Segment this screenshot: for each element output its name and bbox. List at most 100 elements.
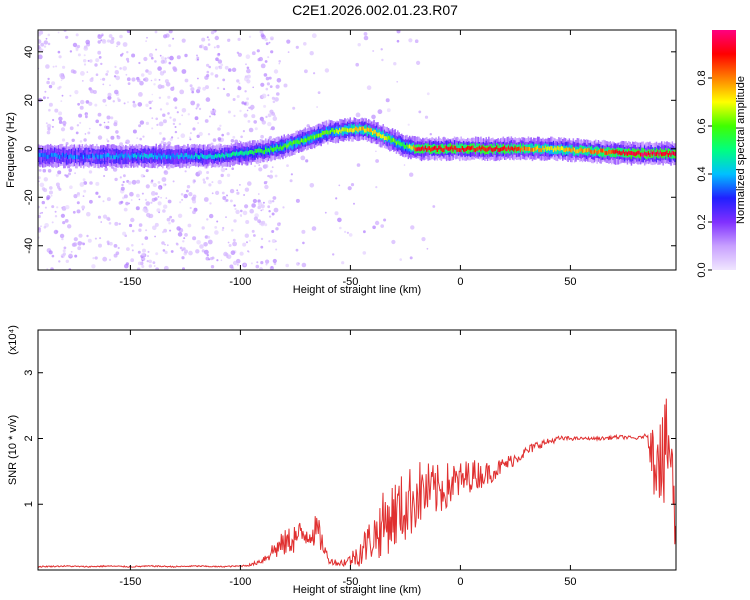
spectrogram-ridge-cell xyxy=(428,146,431,150)
spectrogram-noise-cell xyxy=(268,41,271,44)
spectrogram-ridge-cell xyxy=(249,149,251,154)
spectrogram-noise-cell xyxy=(83,181,88,185)
snr-frame xyxy=(37,329,677,571)
spectrogram-noise-cell xyxy=(177,137,180,140)
spectrogram-ridge-cell xyxy=(47,154,49,159)
spectrogram-noise-cell xyxy=(245,63,247,66)
spectrogram-noise-cell xyxy=(285,263,290,268)
spectrogram-ridge-cell xyxy=(288,141,291,146)
spectrogram-noise-cell xyxy=(269,85,273,88)
spectrogram-ridge-cell xyxy=(441,148,444,153)
spectrogram-ridge-cell xyxy=(122,154,124,159)
spectrogram-noise-cell xyxy=(46,123,52,129)
spectrogram-noise-cell xyxy=(162,209,166,213)
spectrogram-noise-cell xyxy=(139,80,144,86)
spectrogram-noise-cell xyxy=(212,108,215,111)
spectrogram-ridge-cell xyxy=(414,146,416,151)
spectrogram-noise-cell xyxy=(46,130,51,135)
spectrogram-noise-cell xyxy=(246,79,251,84)
spectrogram-noise-cell xyxy=(87,131,91,135)
spectrogram-noise-cell xyxy=(65,142,69,145)
spectrogram-noise-cell xyxy=(302,241,305,245)
spectrogram-ridge-cell xyxy=(486,147,489,152)
spectrogram-noise-cell xyxy=(43,226,47,229)
spectrogram-noise-cell xyxy=(173,97,178,102)
spectrogram-ridge-cell xyxy=(633,151,635,156)
spectrogram-noise-cell xyxy=(102,214,108,219)
spectrogram-ridge-cell xyxy=(287,143,289,148)
spectrogram-ridge-cell xyxy=(522,147,524,152)
spectrogram-noise-cell xyxy=(158,211,161,214)
spectrogram-noise-cell xyxy=(269,128,272,130)
spectrogram-noise-cell xyxy=(137,250,141,254)
spectrogram-ridge-cell xyxy=(548,146,551,151)
spectrogram-noise-cell xyxy=(260,222,265,227)
snr-plot-area xyxy=(38,330,676,570)
spectrogram-ridge-cell xyxy=(434,145,436,150)
spectrogram-noise-cell xyxy=(137,267,141,270)
spectrogram-ridge-cell xyxy=(183,155,185,160)
spectrogram-noise-cell xyxy=(272,116,278,121)
spectrogram-ridge-cell xyxy=(160,150,163,159)
spectrogram-noise-cell xyxy=(215,57,219,61)
spectrogram-ridge-cell xyxy=(141,153,143,157)
spectrogram-ridge-cell xyxy=(573,147,576,152)
spectrogram-noise-cell xyxy=(69,126,74,131)
spectrogram-noise-cell xyxy=(250,262,253,265)
spectrogram-ridge-cell xyxy=(671,150,674,160)
spectrogram-ridge-cell xyxy=(76,155,78,159)
spectrogram-noise-cell xyxy=(181,38,186,43)
spectrogram-noise-cell xyxy=(258,164,261,167)
spectrogram-noise-cell xyxy=(163,228,168,233)
spectrogram-noise-cell xyxy=(270,126,275,131)
spectrogram-noise-cell xyxy=(128,181,132,185)
spectrogram-noise-cell xyxy=(192,127,196,131)
spectrogram-noise-cell xyxy=(113,244,118,248)
spectrogram-ridge-cell xyxy=(423,147,425,152)
spectrogram-noise-cell xyxy=(188,250,193,256)
spectrogram-ridge-cell xyxy=(332,128,334,133)
spectrogram-noise-cell xyxy=(152,261,156,264)
spectrogram-ridge-cell xyxy=(597,150,600,154)
spectrogram-noise-cell xyxy=(206,63,210,67)
spectrogram-noise-cell xyxy=(159,132,162,135)
spectrogram-noise-cell xyxy=(426,247,429,250)
spectrogram-ridge-cell xyxy=(579,148,581,153)
spectrogram-ridge-cell xyxy=(312,134,315,139)
spectrogram-noise-cell xyxy=(97,34,102,39)
spectrogram-noise-cell xyxy=(248,239,251,242)
spectrogram-ridge-cell xyxy=(166,155,168,159)
spectrogram-ridge-cell xyxy=(504,145,506,155)
spectrogram-noise-cell xyxy=(432,205,436,208)
spectrogram-noise-cell xyxy=(179,246,183,250)
spectrogram-noise-cell xyxy=(85,115,88,119)
spectrogram-noise-cell xyxy=(296,262,300,266)
spectrogram-noise-cell xyxy=(88,127,91,130)
spectrogram-noise-cell xyxy=(290,173,293,176)
spectrogram-noise-cell xyxy=(216,44,220,49)
spectrogram-noise-cell xyxy=(69,50,73,53)
spectrogram-noise-cell xyxy=(85,100,90,104)
spectrogram-ridge-cell xyxy=(67,154,69,159)
spectrogram-noise-cell xyxy=(48,108,51,112)
spectrogram-ridge-cell xyxy=(290,141,292,145)
spectrogram-noise-cell xyxy=(162,249,166,252)
spectrogram-noise-cell xyxy=(385,98,390,103)
spectrogram-noise-cell xyxy=(101,39,107,44)
spectrogram-noise-cell xyxy=(218,65,223,70)
spectrogram-y-tick: 20 xyxy=(23,94,676,106)
spectrogram-noise-cell xyxy=(69,185,73,189)
spectrogram-ridge-cell xyxy=(220,150,222,159)
spectrogram-noise-cell xyxy=(248,35,252,38)
spectrogram-noise-cell xyxy=(243,194,246,196)
spectrogram-ridge-cell xyxy=(224,154,226,159)
spectrogram-ridge-cell xyxy=(431,147,433,152)
snr-x-tick: 50 xyxy=(564,330,577,588)
spectrogram-ridge-cell xyxy=(461,145,464,150)
spectrogram-noise-cell xyxy=(75,131,79,135)
spectrogram-ridge-cell xyxy=(666,150,668,155)
spectrogram-noise-cell xyxy=(47,127,51,131)
spectrogram-noise-cell xyxy=(102,200,105,203)
spectrogram-noise-cell xyxy=(45,37,48,40)
spectrogram-noise-cell xyxy=(239,251,244,256)
